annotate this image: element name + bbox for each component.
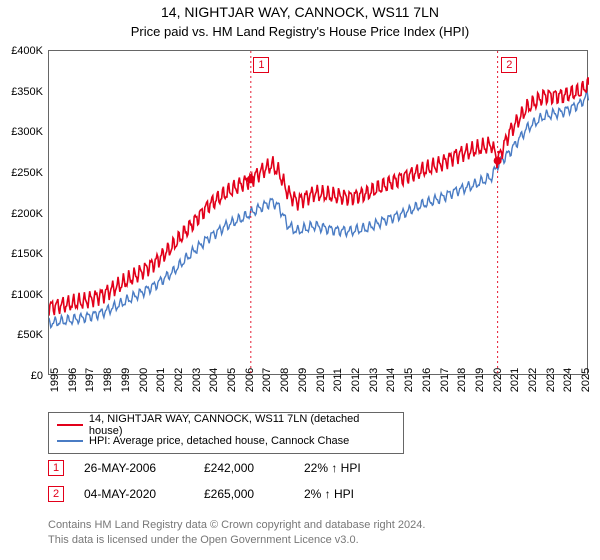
y-axis-tick: £300K [11, 126, 43, 138]
legend-label: 14, NIGHTJAR WAY, CANNOCK, WS11 7LN (det… [89, 413, 395, 437]
transaction-row: 1 26-MAY-2006£242,00022% ↑ HPI [48, 460, 404, 476]
transaction-date: 04-MAY-2020 [84, 487, 204, 501]
transaction-date: 26-MAY-2006 [84, 461, 204, 475]
chart-subtitle: Price paid vs. HM Land Registry's House … [0, 20, 600, 45]
legend-swatch [57, 424, 83, 426]
legend-swatch [57, 440, 83, 442]
y-axis-tick: £150K [11, 248, 43, 260]
chart-title: 14, NIGHTJAR WAY, CANNOCK, WS11 7LN [0, 0, 600, 20]
y-axis-tick: £100K [11, 289, 43, 301]
y-axis-tick: £50K [17, 329, 43, 341]
legend-row: 14, NIGHTJAR WAY, CANNOCK, WS11 7LN (det… [57, 417, 395, 433]
series-hpi [49, 92, 589, 328]
chart-legend: 14, NIGHTJAR WAY, CANNOCK, WS11 7LN (det… [48, 412, 404, 454]
y-axis-tick: £250K [11, 167, 43, 179]
footer-line-2: This data is licensed under the Open Gov… [48, 533, 425, 548]
transaction-price: £265,000 [204, 487, 304, 501]
transaction-diff: 22% ↑ HPI [304, 461, 404, 475]
transaction-price: £242,000 [204, 461, 304, 475]
sale-marker-label: 2 [501, 57, 517, 73]
transaction-marker: 1 [48, 460, 64, 476]
transaction-marker: 2 [48, 486, 64, 502]
series-subject [49, 77, 589, 315]
chart-svg [49, 51, 589, 376]
legend-label: HPI: Average price, detached house, Cann… [89, 435, 349, 447]
y-axis-tick: £400K [11, 45, 43, 57]
y-axis-tick: £200K [11, 208, 43, 220]
transaction-diff: 2% ↑ HPI [304, 487, 404, 501]
sale-marker-dot [247, 175, 255, 183]
y-axis-tick: £0 [31, 370, 43, 382]
transaction-row: 2 04-MAY-2020£265,0002% ↑ HPI [48, 486, 404, 502]
y-axis-tick: £350K [11, 86, 43, 98]
copyright-footer: Contains HM Land Registry data © Crown c… [48, 518, 425, 548]
chart-plot-area: £0£50K£100K£150K£200K£250K£300K£350K£400… [48, 50, 588, 375]
sale-marker-label: 1 [253, 57, 269, 73]
sale-marker-dot [494, 157, 502, 165]
footer-line-1: Contains HM Land Registry data © Crown c… [48, 518, 425, 533]
legend-row: HPI: Average price, detached house, Cann… [57, 433, 395, 449]
